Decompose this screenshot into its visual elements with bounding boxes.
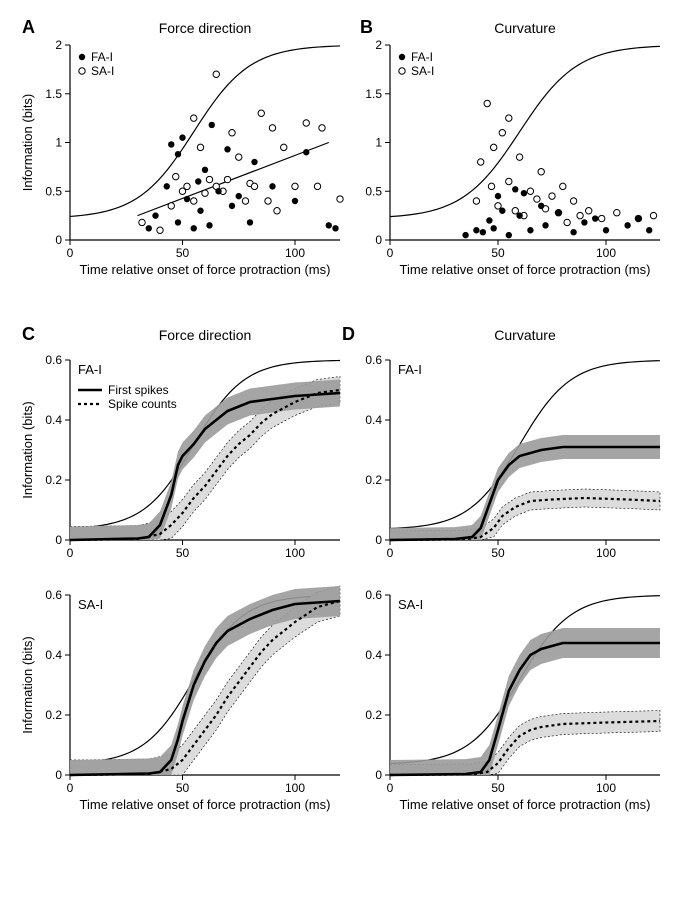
svg-text:Information (bits): Information (bits) xyxy=(20,94,35,192)
svg-text:0.6: 0.6 xyxy=(365,353,382,367)
svg-text:0.5: 0.5 xyxy=(45,184,62,198)
svg-text:0: 0 xyxy=(375,533,382,547)
panel-C-bot: 0 50 100 0 0.2 0.4 0.6 Time relative onset of f… xyxy=(20,586,340,812)
svg-text:0.4: 0.4 xyxy=(45,413,62,427)
svg-text:0: 0 xyxy=(55,533,62,547)
svg-text:2: 2 xyxy=(375,38,382,52)
svg-text:FA-I: FA-I xyxy=(411,50,433,64)
svg-text:1: 1 xyxy=(55,136,62,150)
svg-text:1: 1 xyxy=(375,136,382,150)
panel-B: B Curvature 0 50 100 0 0.5 1 1.5 2 Time relative o… xyxy=(360,17,660,277)
svg-text:0.5: 0.5 xyxy=(365,184,382,198)
svg-text:0: 0 xyxy=(67,781,74,795)
svg-text:0: 0 xyxy=(375,233,382,247)
svg-text:Time relative onset of force p: Time relative onset of force protraction… xyxy=(80,797,331,812)
panel-C-top: C Force direction 0 50 100 0 0.2 0.4 0.6 Informat… xyxy=(20,324,340,560)
svg-text:First spikes: First spikes xyxy=(108,383,169,397)
svg-text:100: 100 xyxy=(596,246,616,260)
svg-text:50: 50 xyxy=(176,781,190,795)
svg-text:50: 50 xyxy=(491,246,505,260)
svg-text:0.6: 0.6 xyxy=(45,353,62,367)
panel-D-top: D Curvature 0 50 100 0 0.2 0.4 0.6 FA-I xyxy=(342,324,660,560)
svg-text:50: 50 xyxy=(491,781,505,795)
svg-text:1.5: 1.5 xyxy=(45,87,62,101)
svg-text:SA-I: SA-I xyxy=(78,597,103,612)
svg-text:C: C xyxy=(22,324,35,344)
svg-text:0.4: 0.4 xyxy=(365,648,382,662)
svg-text:A: A xyxy=(22,17,35,37)
svg-text:50: 50 xyxy=(176,546,190,560)
svg-text:SA-I: SA-I xyxy=(398,597,423,612)
svg-text:B: B xyxy=(360,17,373,37)
svg-text:100: 100 xyxy=(285,546,305,560)
svg-text:0: 0 xyxy=(375,768,382,782)
svg-text:Force direction: Force direction xyxy=(159,327,252,343)
svg-text:Curvature: Curvature xyxy=(494,20,556,36)
svg-text:0.4: 0.4 xyxy=(45,648,62,662)
svg-text:FA-I: FA-I xyxy=(398,362,422,377)
svg-text:Information (bits): Information (bits) xyxy=(20,401,35,499)
svg-text:0.4: 0.4 xyxy=(365,413,382,427)
panel-A: A Force direction 0 50 100 0 0.5 1 1.5 2 Time rela… xyxy=(20,17,343,277)
svg-text:100: 100 xyxy=(596,781,616,795)
svg-text:FA-I: FA-I xyxy=(78,362,102,377)
figure-svg: AForce direction05010000.511.52Time rela… xyxy=(10,10,679,889)
svg-text:0.2: 0.2 xyxy=(45,708,62,722)
svg-text:1.5: 1.5 xyxy=(365,87,382,101)
svg-text:2: 2 xyxy=(55,38,62,52)
svg-text:0: 0 xyxy=(387,546,394,560)
svg-text:Force direction: Force direction xyxy=(159,20,252,36)
svg-text:0: 0 xyxy=(55,768,62,782)
svg-text:0.2: 0.2 xyxy=(45,473,62,487)
svg-text:Spike counts: Spike counts xyxy=(108,397,177,411)
svg-text:Time relative onset of force p: Time relative onset of force protraction… xyxy=(80,262,331,277)
svg-text:100: 100 xyxy=(285,781,305,795)
svg-text:Curvature: Curvature xyxy=(494,327,556,343)
svg-text:0: 0 xyxy=(67,546,74,560)
svg-text:0.6: 0.6 xyxy=(365,588,382,602)
svg-text:0: 0 xyxy=(55,233,62,247)
svg-text:0: 0 xyxy=(387,246,394,260)
svg-text:0.2: 0.2 xyxy=(365,473,382,487)
svg-text:50: 50 xyxy=(176,246,190,260)
svg-text:FA-I: FA-I xyxy=(91,50,113,64)
svg-text:SA-I: SA-I xyxy=(91,64,114,78)
svg-text:100: 100 xyxy=(285,246,305,260)
svg-text:0.2: 0.2 xyxy=(365,708,382,722)
svg-text:Time relative onset of force p: Time relative onset of force protraction… xyxy=(400,797,651,812)
svg-text:0: 0 xyxy=(387,781,394,795)
svg-text:Information (bits): Information (bits) xyxy=(20,636,35,734)
figure-root: AForce direction05010000.511.52Time rela… xyxy=(10,10,679,889)
svg-text:SA-I: SA-I xyxy=(411,64,434,78)
svg-text:50: 50 xyxy=(491,546,505,560)
svg-text:0: 0 xyxy=(67,246,74,260)
svg-text:100: 100 xyxy=(596,546,616,560)
svg-text:0.6: 0.6 xyxy=(45,588,62,602)
svg-text:D: D xyxy=(342,324,355,344)
panel-D-bot: 0 50 100 0 0.2 0.4 0.6 Time relative onset of f… xyxy=(365,588,660,812)
svg-text:Time relative onset of force p: Time relative onset of force protraction… xyxy=(400,262,651,277)
